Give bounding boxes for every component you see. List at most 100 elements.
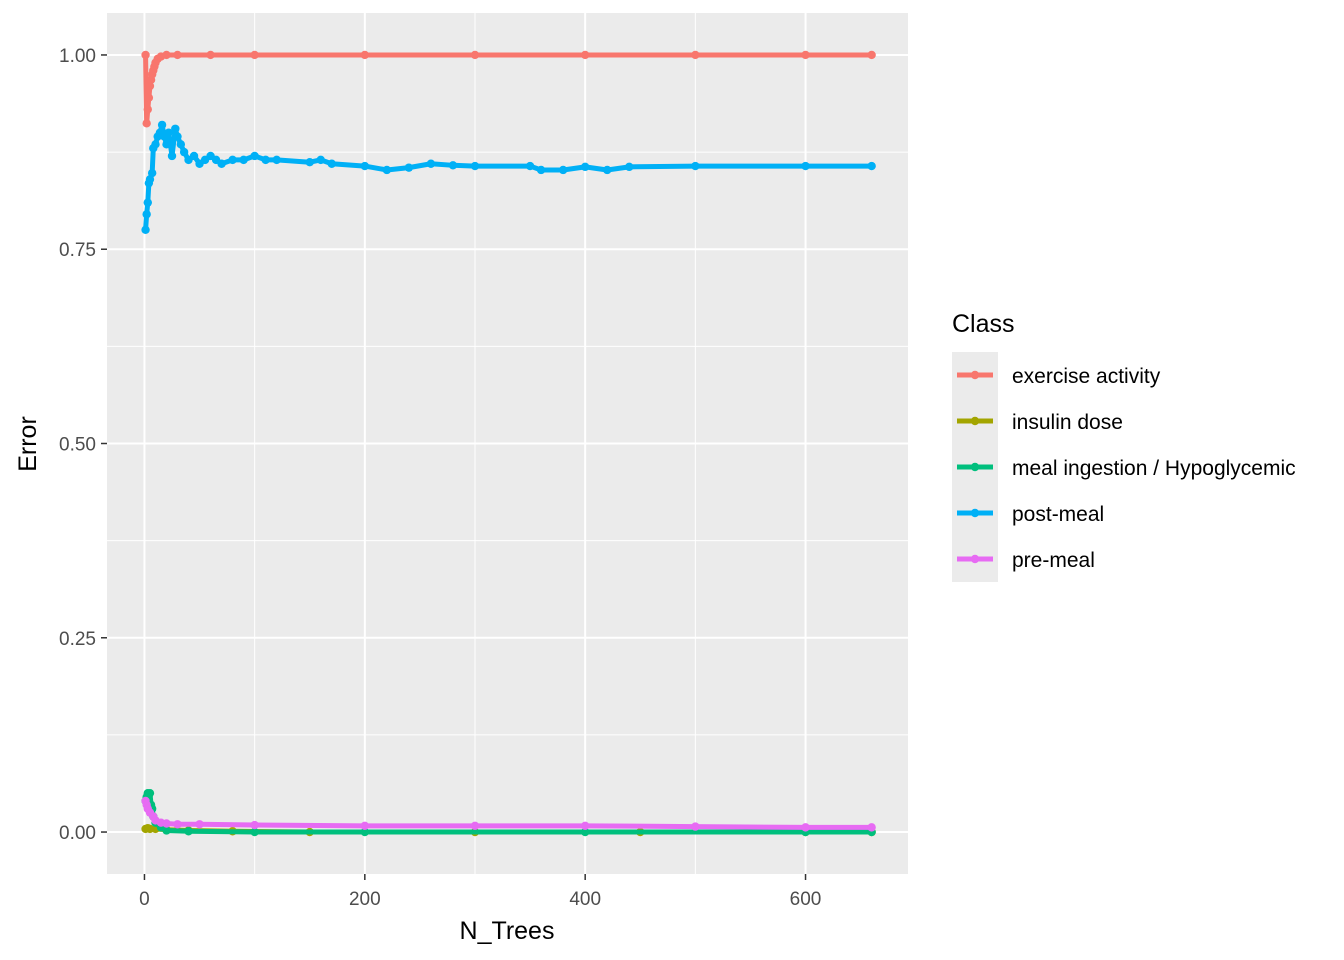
data-point xyxy=(162,826,171,835)
data-point xyxy=(867,161,876,171)
data-point xyxy=(143,198,152,207)
data-point xyxy=(580,821,590,831)
data-point xyxy=(162,50,171,60)
data-point xyxy=(206,50,215,60)
y-tick-label: 0.50 xyxy=(59,435,96,456)
data-point xyxy=(195,820,204,829)
data-point xyxy=(173,820,182,829)
legend-item: post-meal xyxy=(952,490,1104,536)
legend-key-point xyxy=(970,462,980,472)
series-exercise-activity xyxy=(141,50,876,128)
data-point xyxy=(536,165,546,175)
data-point xyxy=(360,821,370,831)
data-point xyxy=(867,50,876,60)
data-point xyxy=(250,820,259,830)
y-axis: 0.00 0.25 0.50 0.75 1.00 xyxy=(59,46,107,844)
data-point xyxy=(141,225,150,234)
data-point xyxy=(580,827,590,837)
data-point xyxy=(470,821,480,831)
x-tick-label: 400 xyxy=(569,889,601,910)
data-point xyxy=(580,162,590,172)
data-point xyxy=(470,161,480,171)
data-point xyxy=(261,155,270,165)
legend-item: meal ingestion / Hypoglycemic xyxy=(952,444,1296,490)
data-point xyxy=(239,155,248,165)
data-point xyxy=(173,132,182,141)
data-point xyxy=(470,50,480,60)
data-point xyxy=(327,159,336,168)
data-point xyxy=(360,161,370,171)
legend-label: meal ingestion / Hypoglycemic xyxy=(1012,457,1296,480)
data-point xyxy=(426,159,436,168)
data-point xyxy=(145,81,155,91)
legend-label: insulin dose xyxy=(1012,411,1123,434)
y-tick-label: 0.00 xyxy=(59,823,96,844)
data-point xyxy=(272,155,281,165)
legend-item: insulin dose xyxy=(952,398,1123,444)
data-point xyxy=(691,50,700,60)
legend-label: pre-meal xyxy=(1012,549,1095,572)
y-axis-title: Error xyxy=(14,416,42,472)
data-point xyxy=(867,823,876,832)
data-point xyxy=(801,50,810,60)
data-point xyxy=(360,827,370,837)
data-point xyxy=(151,140,160,149)
data-point xyxy=(305,158,314,167)
data-point xyxy=(145,788,155,798)
data-point xyxy=(162,819,171,828)
x-tick-label: 600 xyxy=(790,889,822,910)
legend-key-point xyxy=(970,370,980,380)
data-point xyxy=(164,128,173,137)
legend: Class exercise activity insulin dose meal … xyxy=(952,310,1296,582)
data-point xyxy=(179,147,189,157)
series-layer xyxy=(141,50,876,837)
data-point xyxy=(144,93,154,102)
data-point xyxy=(691,161,700,171)
data-point xyxy=(143,105,152,114)
data-point xyxy=(157,120,167,130)
data-point xyxy=(525,161,535,171)
y-tick-label: 0.75 xyxy=(59,240,96,261)
y-tick-label: 1.00 xyxy=(59,46,96,67)
legend-label: post-meal xyxy=(1012,503,1104,526)
y-tick-label: 0.25 xyxy=(59,629,96,650)
data-point xyxy=(801,823,810,832)
legend-key-point xyxy=(970,508,980,518)
data-point xyxy=(228,155,237,165)
data-point xyxy=(360,50,370,60)
data-point xyxy=(691,822,700,831)
data-point xyxy=(171,124,180,133)
data-point xyxy=(603,165,612,175)
data-point xyxy=(147,168,157,178)
data-point xyxy=(316,155,325,165)
data-point xyxy=(448,161,458,170)
legend-item: pre-meal xyxy=(952,536,1095,582)
x-axis-title: N_Trees xyxy=(460,917,555,945)
data-point xyxy=(184,827,193,836)
data-point xyxy=(250,827,259,837)
data-point xyxy=(801,161,810,171)
data-point xyxy=(141,50,150,60)
series-post-meal xyxy=(141,120,876,234)
data-point xyxy=(189,151,199,161)
legend-item: exercise activity xyxy=(952,352,1161,398)
data-point xyxy=(142,119,151,128)
data-point xyxy=(250,151,259,161)
x-tick-label: 0 xyxy=(139,889,150,910)
legend-key-point xyxy=(970,554,980,564)
series-pre-meal xyxy=(141,796,876,832)
data-point xyxy=(404,163,414,172)
legend-label: exercise activity xyxy=(1012,365,1161,388)
data-point xyxy=(217,159,226,168)
legend-key-point xyxy=(970,416,980,426)
data-point xyxy=(580,50,590,60)
data-point xyxy=(558,165,568,175)
data-point xyxy=(173,50,182,60)
data-point xyxy=(176,140,186,149)
legend-title: Class xyxy=(952,310,1015,338)
data-point xyxy=(250,50,259,60)
data-point xyxy=(625,162,634,172)
data-point xyxy=(382,165,392,175)
x-tick-label: 200 xyxy=(349,889,381,910)
